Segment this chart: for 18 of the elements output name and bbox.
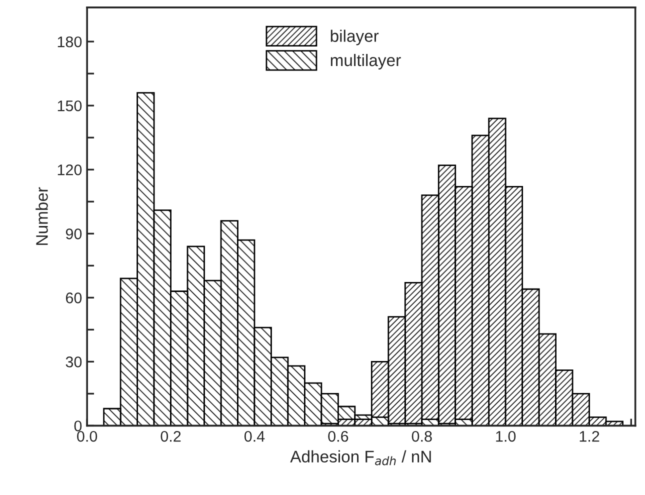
legend-label: multilayer <box>330 54 401 70</box>
y-tick-label: 60 <box>66 292 82 304</box>
y-tick-label: 30 <box>66 356 82 368</box>
x-tick-label: 0.0 <box>77 430 98 442</box>
y-tick-label: 120 <box>58 164 82 176</box>
x-tick-label: 0.6 <box>328 430 348 442</box>
x-axis-title: Adhesion F$_{adh}$ / nN <box>290 450 431 466</box>
y-axis-title: Number <box>36 187 48 245</box>
y-tick-label: 90 <box>66 228 82 240</box>
legend-label: bilayer <box>330 30 379 46</box>
x-tick-label: 1.0 <box>496 430 516 442</box>
x-tick-label: 1.2 <box>580 430 600 442</box>
x-tick-label: 0.2 <box>160 430 181 442</box>
y-tick-label: 150 <box>58 100 82 112</box>
y-tick-label: 180 <box>58 36 82 48</box>
x-tick-label: 0.8 <box>412 430 432 442</box>
y-tick-label: 0 <box>74 420 82 432</box>
x-tick-label: 0.4 <box>244 430 265 442</box>
